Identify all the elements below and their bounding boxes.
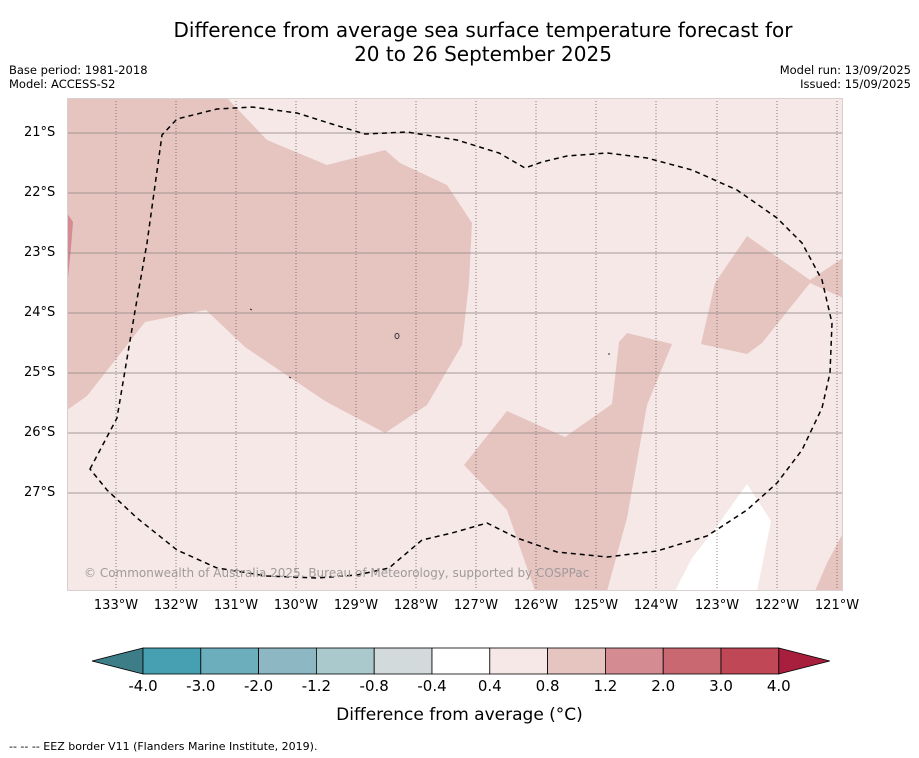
longitude-label: 130°W <box>273 598 319 613</box>
anomaly-region-southeast-corner <box>815 533 843 591</box>
colorbar-tick-label: -4.0 <box>128 677 158 695</box>
longitude-label: 132°W <box>153 598 199 613</box>
colorbar-bin <box>547 647 606 675</box>
latitude-gridlines <box>67 132 843 494</box>
longitude-label: 126°W <box>513 598 559 613</box>
longitude-label: 124°W <box>633 598 679 613</box>
longitude-label: 128°W <box>393 598 439 613</box>
colorbar-tick-label: 3.0 <box>709 677 733 695</box>
longitude-label: 122°W <box>754 598 800 613</box>
latitude-label: 22°S <box>24 185 56 200</box>
longitude-label: 127°W <box>453 598 499 613</box>
latitude-label: 26°S <box>24 425 56 440</box>
colorbar-tick-label: 4.0 <box>766 677 791 695</box>
colorbar-tick-label: 1.2 <box>593 677 618 695</box>
eez-legend-footer: -- -- -- EEZ border V11 (Flanders Marine… <box>9 740 318 753</box>
map-plot <box>67 98 843 591</box>
longitude-label: 125°W <box>573 598 619 613</box>
contour-speck <box>249 308 253 311</box>
anomaly-region-northeast <box>701 236 843 354</box>
colorbar-extend-low <box>91 647 144 675</box>
colorbar-label: Difference from average (°C) <box>336 705 583 725</box>
latitude-label: 24°S <box>24 305 56 320</box>
longitude-label: 123°W <box>694 598 740 613</box>
colorbar-bin <box>315 647 375 675</box>
colorbar <box>91 647 830 675</box>
colorbar-tick-label: -0.8 <box>359 677 389 695</box>
title-line-1: Difference from average sea surface temp… <box>173 18 793 42</box>
contour-speck <box>288 376 292 379</box>
colorbar-tick-label: 0.4 <box>477 677 502 695</box>
anomaly-region-west-edge <box>67 213 73 288</box>
colorbar-tick-label: -3.0 <box>186 677 216 695</box>
eez-border-line <box>89 106 833 579</box>
map-frame <box>67 98 843 591</box>
colorbar-tick-label: -2.0 <box>243 677 274 695</box>
colorbar-bin <box>373 647 433 675</box>
colorbar-tick-label: 2.0 <box>651 677 676 695</box>
island-marker <box>394 332 400 340</box>
neutral-region-southeast <box>675 484 771 591</box>
latitude-label: 23°S <box>24 245 56 260</box>
model-text: Model: ACCESS-S2 <box>9 77 116 91</box>
copyright-text: © Commonwealth of Australia 2025, Bureau… <box>84 566 590 580</box>
latitude-label: 21°S <box>24 125 56 140</box>
colorbar-bin <box>142 647 202 675</box>
colorbar-extend-high <box>778 647 830 675</box>
longitude-label: 133°W <box>93 598 139 613</box>
longitude-label: 129°W <box>333 598 379 613</box>
chart-title: Difference from average sea surface temp… <box>0 18 919 66</box>
meta-left: Base period: 1981-2018 Model: ACCESS-S2 <box>9 63 148 91</box>
colorbar-bin <box>431 647 491 675</box>
model-run-text: Model run: 13/09/2025 <box>779 63 911 77</box>
longitude-label: 131°W <box>213 598 259 613</box>
meta-right: Model run: 13/09/2025 Issued: 15/09/2025 <box>780 63 911 91</box>
colorbar-bin <box>720 647 780 675</box>
colorbar-bin <box>489 647 548 675</box>
anomaly-region-northwest <box>67 98 472 433</box>
issued-text: Issued: 15/09/2025 <box>800 77 911 91</box>
base-period-text: Base period: 1981-2018 <box>9 63 148 77</box>
colorbar-tick-label: -0.4 <box>417 677 447 695</box>
colorbar-bin <box>200 647 260 675</box>
latitude-label: 25°S <box>24 365 56 380</box>
title-line-2: 20 to 26 September 2025 <box>354 42 612 66</box>
longitude-gridlines <box>115 98 838 591</box>
colorbar-tick-label: 0.8 <box>535 677 560 695</box>
longitude-label: 121°W <box>814 598 860 613</box>
colorbar-bin <box>605 647 664 675</box>
colorbar-bin <box>258 647 317 675</box>
colorbar-bin <box>662 647 722 675</box>
anomaly-region-central-south <box>464 333 672 591</box>
colorbar-tick-label: -1.2 <box>301 677 332 695</box>
latitude-label: 27°S <box>24 485 56 500</box>
